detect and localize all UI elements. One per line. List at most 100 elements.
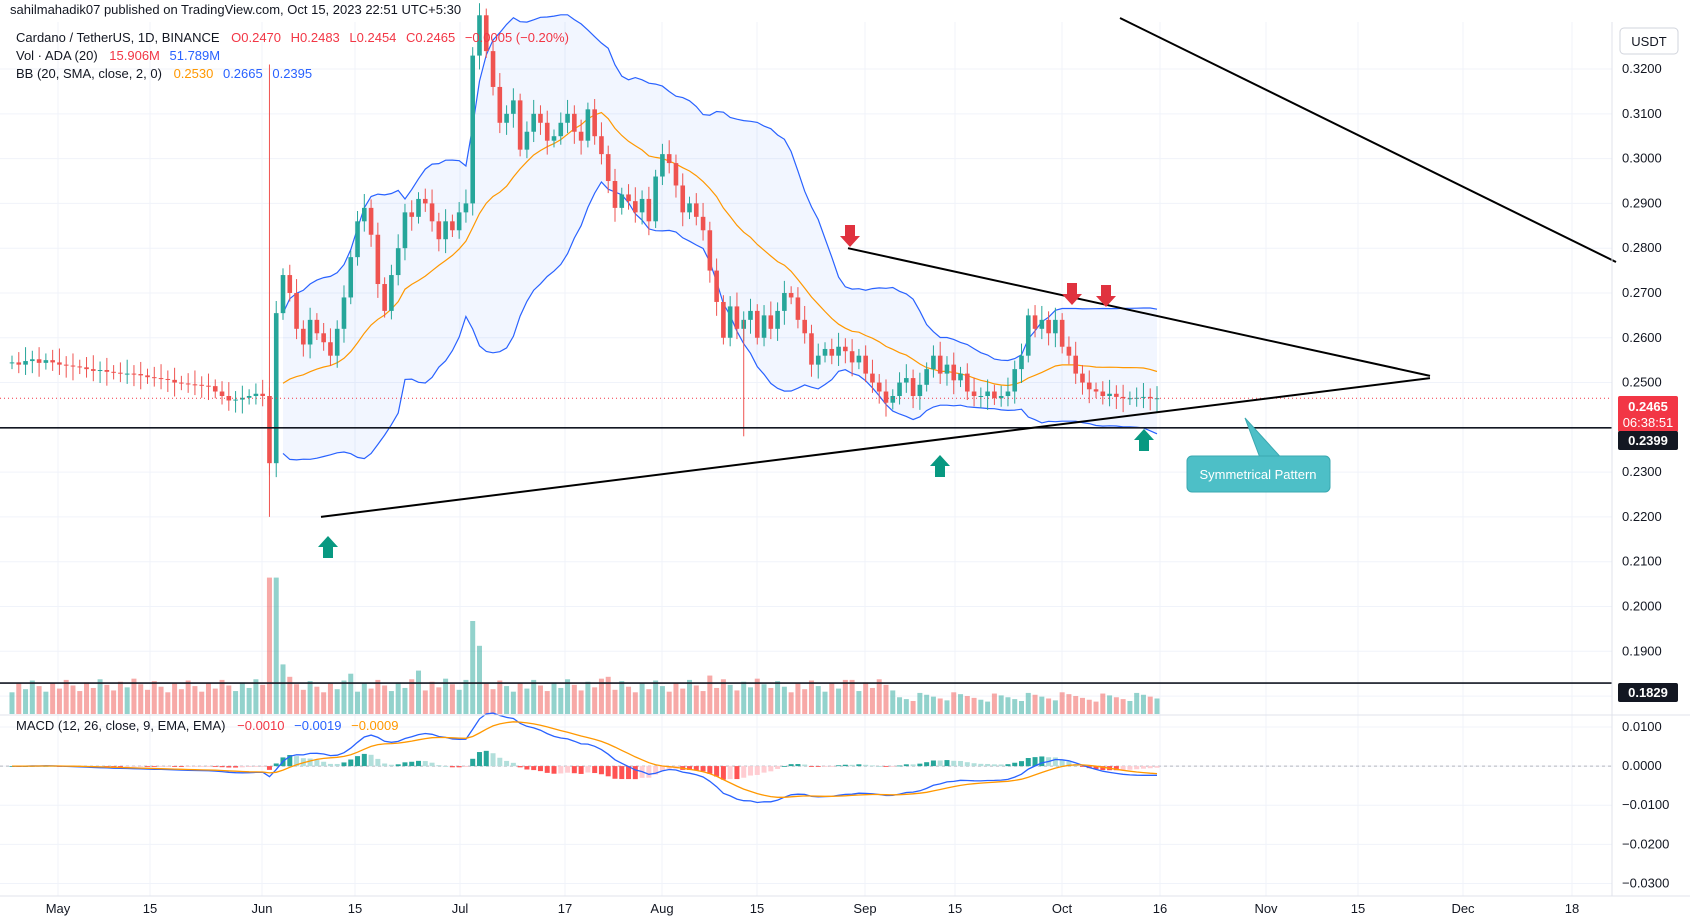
volume-bar [741, 681, 747, 714]
candle-body [104, 370, 110, 372]
candle-body [626, 194, 631, 202]
volume-bar [463, 679, 469, 714]
volume-bar [327, 683, 333, 714]
macd-histogram-bar [632, 766, 638, 780]
candle-body [524, 131, 530, 150]
macd-histogram-bar [199, 766, 205, 767]
volume-bar [842, 679, 848, 714]
volume-bar [836, 688, 842, 714]
macd-histogram-bar [592, 766, 598, 774]
published-by-text: sahilmahadik07 published on TradingView.… [10, 2, 461, 17]
macd-histogram-bar [409, 761, 415, 767]
volume-bar [578, 690, 584, 714]
volume-bar [361, 683, 367, 714]
grid-lines [0, 22, 1612, 896]
candle-body [77, 366, 83, 368]
time-tick-label: Jun [252, 901, 273, 916]
last-price-value: 0.2465 [1628, 399, 1668, 414]
candle-body [165, 378, 171, 380]
time-tick-label: Jul [452, 901, 469, 916]
candle-body [1005, 391, 1011, 396]
trendline-drawings[interactable] [0, 17, 1617, 684]
volume-bar [409, 679, 415, 714]
macd-histogram-bar [246, 766, 252, 768]
candle-body [551, 136, 557, 141]
volume-bar [653, 680, 659, 714]
macd-tick-label: −0.0300 [1622, 875, 1669, 890]
volume-bars [9, 577, 1160, 714]
volume-bar [490, 689, 496, 714]
candle-body [192, 384, 198, 386]
candle-body [666, 154, 672, 164]
volume-bar [897, 697, 903, 714]
candle-body [843, 346, 848, 352]
arrow-up-icon [930, 455, 950, 477]
macd-histogram-bar [361, 753, 367, 767]
callout-text: Symmetrical Pattern [1199, 467, 1316, 482]
level-badge-upper-value: 0.2399 [1628, 433, 1668, 448]
candle-body [897, 382, 902, 396]
candle-body [870, 373, 875, 383]
candle-body [30, 359, 35, 362]
macd-histogram-bar [646, 766, 652, 778]
macd-histogram-bar [436, 765, 442, 767]
candle-body [314, 319, 320, 334]
macd-histogram-bar [131, 766, 137, 767]
candle-body [172, 379, 177, 383]
volume-bar [476, 645, 482, 714]
macd-histogram-bar [111, 766, 117, 767]
volume-bar [1066, 694, 1072, 714]
volume-bar [395, 682, 401, 714]
candle-body [931, 355, 936, 370]
volume-bar [673, 683, 679, 714]
volume-bar [788, 692, 794, 714]
candle-body [680, 185, 686, 213]
volume-bar [687, 679, 693, 714]
candle-body [23, 361, 28, 365]
macd-histogram-bar [307, 758, 313, 767]
candle-body [429, 203, 435, 222]
macd-histogram-bar [741, 766, 747, 778]
volume-bar [212, 688, 218, 714]
legend-open: O0.2470 [231, 30, 281, 45]
candle-body [856, 355, 862, 363]
macd-histogram-bar [781, 766, 787, 767]
volume-bar [50, 683, 56, 714]
macd-histogram-bar [497, 757, 503, 767]
macd-histogram-bar [585, 766, 591, 773]
candle-body [693, 203, 699, 217]
macd-histogram-bar [1113, 766, 1119, 771]
volume-bar [869, 687, 875, 714]
candle-body [456, 212, 462, 231]
candle-body [409, 212, 415, 217]
macd-histogram-bar [375, 758, 381, 767]
candle-body [511, 100, 516, 114]
candle-body [321, 333, 326, 343]
volume-bar [1154, 698, 1160, 714]
volume-bar [402, 687, 408, 714]
price-tick-label: 0.3200 [1622, 61, 1662, 76]
volume-bar [246, 687, 252, 714]
candle-body [754, 310, 760, 338]
macd-histogram-bar [734, 766, 740, 780]
arrow-down-icon [1062, 283, 1082, 305]
price-tick-label: 0.2000 [1622, 599, 1662, 614]
volume-bar [903, 699, 909, 714]
macd-histogram-bar [863, 764, 869, 767]
currency-button[interactable] [1619, 27, 1679, 55]
macd-histogram-bar [368, 754, 374, 767]
macd-histogram-bar [768, 766, 774, 772]
macd-histogram-bar [341, 762, 347, 767]
candle-body [483, 15, 489, 52]
volume-bar [56, 688, 62, 714]
candle-body [829, 348, 835, 356]
macd-histogram-bar [185, 766, 191, 767]
symmetrical-pattern-callout[interactable]: Symmetrical Pattern [1186, 417, 1331, 493]
time-tick-label: May [46, 901, 71, 916]
volume-bar [456, 689, 462, 714]
signal-line [12, 721, 1158, 798]
candle-body [382, 284, 387, 311]
candle-body [734, 306, 740, 329]
volume-bar [985, 701, 991, 714]
